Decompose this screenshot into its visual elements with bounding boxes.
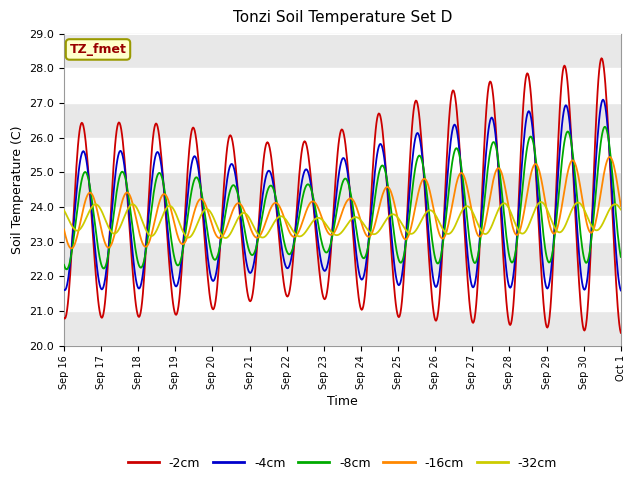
-2cm bbox=[566, 109, 573, 115]
-16cm bbox=[617, 203, 625, 209]
-32cm bbox=[206, 209, 214, 215]
-32cm bbox=[568, 208, 575, 214]
Legend: -2cm, -4cm, -8cm, -16cm, -32cm: -2cm, -4cm, -8cm, -16cm, -32cm bbox=[123, 452, 562, 475]
-32cm bbox=[182, 234, 190, 240]
-4cm bbox=[60, 287, 68, 293]
-32cm bbox=[538, 199, 545, 205]
-32cm bbox=[335, 232, 342, 238]
Bar bbox=[64, 172, 621, 207]
-32cm bbox=[222, 235, 230, 241]
-4cm bbox=[388, 238, 396, 243]
-16cm bbox=[444, 225, 451, 231]
Y-axis label: Soil Temperature (C): Soil Temperature (C) bbox=[11, 125, 24, 254]
-16cm bbox=[566, 160, 574, 166]
Line: -16cm: -16cm bbox=[64, 157, 621, 249]
-4cm bbox=[566, 121, 573, 127]
-8cm bbox=[60, 262, 68, 268]
-16cm bbox=[389, 194, 397, 200]
-4cm bbox=[334, 180, 342, 185]
-16cm bbox=[606, 154, 614, 160]
-16cm bbox=[335, 220, 342, 226]
-8cm bbox=[617, 254, 625, 260]
-2cm bbox=[598, 55, 605, 61]
Bar bbox=[64, 34, 621, 68]
-32cm bbox=[389, 211, 397, 217]
-8cm bbox=[183, 219, 191, 225]
Line: -32cm: -32cm bbox=[64, 202, 621, 238]
-16cm bbox=[60, 227, 68, 232]
-16cm bbox=[68, 246, 76, 252]
-2cm bbox=[388, 256, 396, 262]
-4cm bbox=[182, 208, 190, 214]
-4cm bbox=[443, 182, 451, 188]
X-axis label: Time: Time bbox=[327, 395, 358, 408]
-8cm bbox=[207, 248, 215, 254]
-8cm bbox=[63, 266, 70, 272]
-8cm bbox=[601, 124, 609, 130]
Bar bbox=[64, 103, 621, 138]
-16cm bbox=[183, 235, 191, 241]
Bar bbox=[64, 241, 621, 276]
Bar bbox=[64, 311, 621, 346]
-2cm bbox=[334, 149, 342, 155]
-2cm bbox=[443, 156, 451, 161]
-32cm bbox=[60, 207, 68, 213]
Line: -4cm: -4cm bbox=[64, 100, 621, 290]
Line: -2cm: -2cm bbox=[64, 58, 621, 333]
-4cm bbox=[206, 271, 214, 276]
-8cm bbox=[444, 199, 451, 205]
-2cm bbox=[206, 296, 214, 301]
-2cm bbox=[60, 315, 68, 321]
-2cm bbox=[182, 191, 190, 196]
-8cm bbox=[566, 135, 574, 141]
-4cm bbox=[599, 97, 607, 103]
-32cm bbox=[617, 207, 625, 213]
-8cm bbox=[389, 220, 397, 226]
Title: Tonzi Soil Temperature Set D: Tonzi Soil Temperature Set D bbox=[233, 11, 452, 25]
-16cm bbox=[207, 218, 215, 224]
Text: TZ_fmet: TZ_fmet bbox=[70, 43, 127, 56]
-2cm bbox=[617, 330, 625, 336]
-8cm bbox=[335, 198, 342, 204]
Line: -8cm: -8cm bbox=[64, 127, 621, 269]
-4cm bbox=[617, 288, 625, 293]
-32cm bbox=[444, 231, 451, 237]
